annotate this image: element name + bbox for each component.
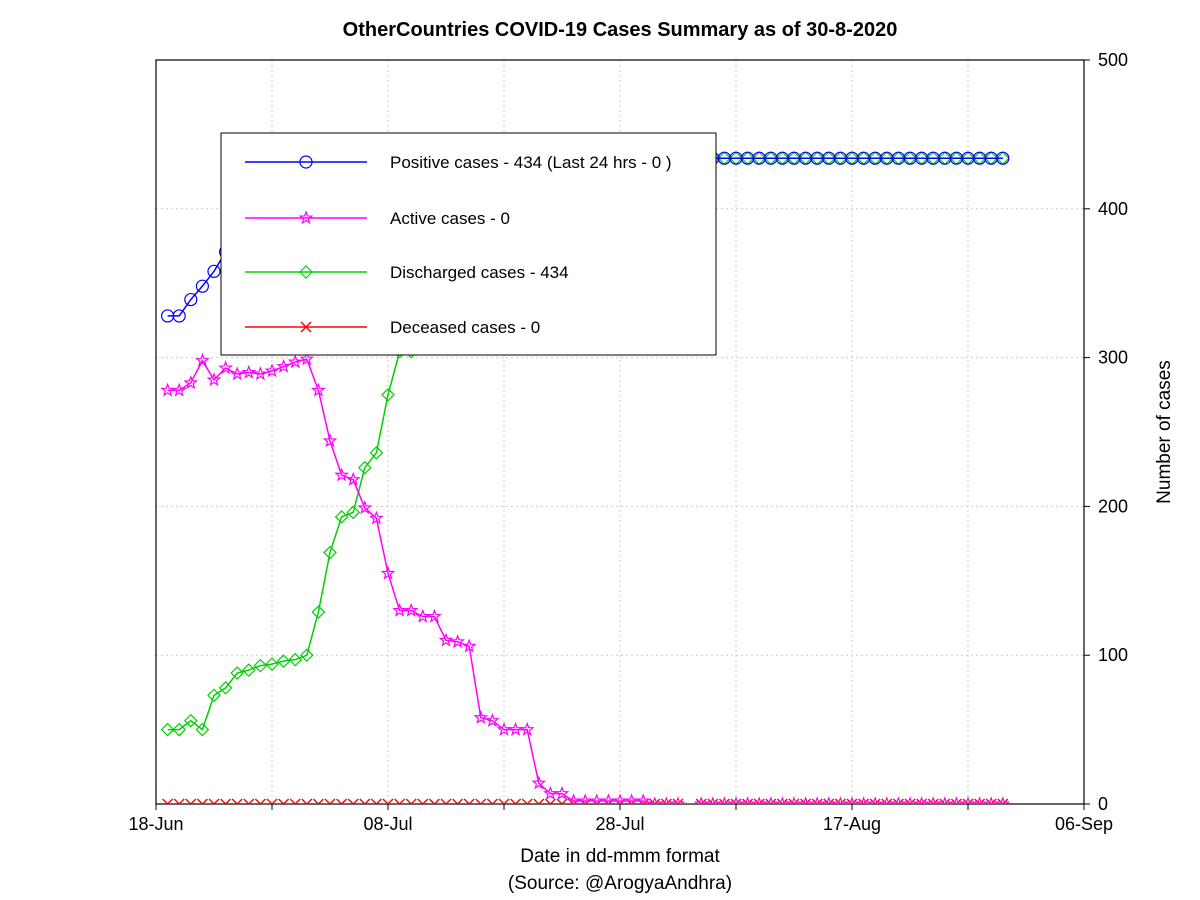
y-tick-label: 0 (1098, 794, 1108, 814)
chart-svg: OtherCountries COVID-19 Cases Summary as… (0, 0, 1200, 900)
x-tick-label: 06-Sep (1055, 814, 1113, 834)
x-axis-label: Date in dd-mmm format (520, 846, 720, 867)
x-tick-label: 28-Jul (595, 814, 644, 834)
x-tick-label: 08-Jul (363, 814, 412, 834)
legend-label-positive: Positive cases - 434 (Last 24 hrs - 0 ) (390, 153, 672, 172)
legend-label-deceased: Deceased cases - 0 (390, 318, 540, 337)
chart-container: OtherCountries COVID-19 Cases Summary as… (0, 0, 1200, 900)
y-tick-label: 100 (1098, 645, 1128, 665)
legend-label-discharged: Discharged cases - 434 (390, 263, 569, 282)
y-axis-label: Number of cases (1154, 360, 1175, 504)
legend: Positive cases - 434 (Last 24 hrs - 0 ) A… (221, 133, 716, 355)
y-tick-label: 500 (1098, 50, 1128, 70)
x-axis-sublabel: (Source: @ArogyaAndhra) (508, 873, 732, 894)
legend-label-active: Active cases - 0 (390, 209, 510, 228)
chart-title: OtherCountries COVID-19 Cases Summary as… (343, 19, 898, 41)
y-tick-label: 300 (1098, 348, 1128, 368)
y-tick-label: 400 (1098, 199, 1128, 219)
x-tick-label: 17-Aug (823, 814, 881, 834)
y-tick-label: 200 (1098, 496, 1128, 516)
x-tick-label: 18-Jun (128, 814, 183, 834)
